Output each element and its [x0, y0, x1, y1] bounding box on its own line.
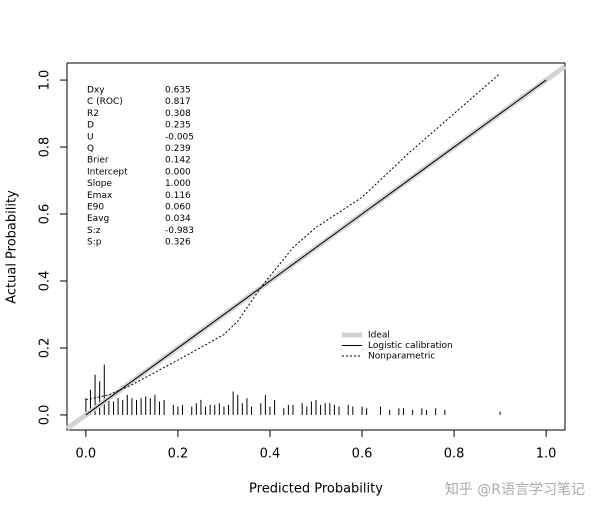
stat-value: 0.817 — [165, 97, 191, 107]
legend-label: Nonparametric — [368, 352, 435, 362]
y-tick-label: 1.0 — [38, 70, 53, 91]
legend-label: Ideal — [368, 331, 390, 341]
stat-value: -0.005 — [165, 132, 194, 142]
stat-value: 0.116 — [165, 191, 191, 201]
y-tick-label: 0.4 — [38, 271, 53, 292]
stat-label: Intercept — [87, 167, 128, 177]
x-tick-label: 0.6 — [352, 447, 373, 462]
x-tick-label: 0.8 — [444, 447, 465, 462]
y-tick-label: 0.2 — [38, 338, 53, 359]
x-tick-label: 0.0 — [76, 447, 97, 462]
x-axis-label: Predicted Probability — [249, 482, 383, 497]
stat-label: R2 — [87, 109, 99, 119]
stat-value: 0.308 — [165, 109, 191, 119]
plot-box — [66, 62, 566, 431]
stat-label: Brier — [87, 156, 109, 166]
stat-value: 1.000 — [165, 179, 191, 189]
x-tick-label: 0.2 — [168, 447, 189, 462]
stat-label: C (ROC) — [87, 97, 123, 107]
y-tick-label: 0.0 — [38, 405, 53, 426]
stat-value: 0.060 — [165, 203, 191, 213]
stat-value: 0.239 — [165, 144, 191, 154]
watermark: 知乎 @R语言学习笔记 — [445, 481, 585, 498]
stat-value: -0.983 — [165, 226, 194, 236]
stat-label: Emax — [87, 191, 113, 201]
stat-value: 0.000 — [165, 167, 191, 177]
stat-label: S:z — [87, 226, 101, 236]
legend-label: Logistic calibration — [368, 341, 453, 351]
stat-value: 0.326 — [165, 238, 191, 248]
stat-label: D — [87, 121, 94, 131]
stat-label: Slope — [87, 179, 112, 189]
y-tick-label: 0.8 — [38, 137, 53, 158]
stat-label: Dxy — [87, 86, 105, 96]
x-tick-label: 1.0 — [536, 447, 557, 462]
stat-label: Q — [87, 144, 94, 154]
stat-value: 0.235 — [165, 121, 191, 131]
stat-value: 0.635 — [165, 86, 191, 96]
y-tick-label: 0.6 — [38, 204, 53, 225]
x-tick-label: 0.4 — [260, 447, 281, 462]
stat-value: 0.034 — [165, 214, 191, 224]
calibration-line — [85, 73, 501, 401]
stat-label: Eavg — [87, 214, 109, 224]
stat-label: E90 — [87, 203, 104, 213]
stat-label: S:p — [87, 238, 102, 248]
y-axis-label: Actual Probability — [5, 190, 20, 304]
calibration-line — [85, 79, 547, 416]
stat-label: U — [87, 132, 94, 142]
stat-value: 0.142 — [165, 156, 191, 166]
